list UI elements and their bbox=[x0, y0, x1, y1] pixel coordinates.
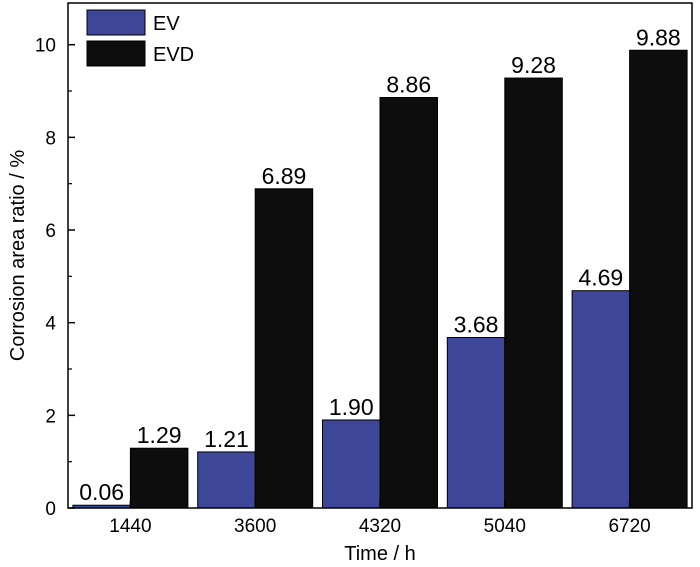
y-tick-label-10: 10 bbox=[35, 36, 56, 57]
x-tick-label-4320: 4320 bbox=[359, 516, 401, 537]
data-labels-layer: 0.06 1.29 1.21 6.89 1.90 8.86 3.68 9.28 4.69 9.88 bbox=[79, 24, 680, 505]
legend-label-evd: EVD bbox=[153, 44, 194, 66]
legend-label-ev: EV bbox=[153, 13, 180, 35]
legend: EV EVD bbox=[86, 9, 194, 67]
bar-evd-4320 bbox=[379, 97, 438, 509]
x-axis: 1440 3600 4320 5040 6720 bbox=[109, 501, 651, 537]
x-tick-label-6720: 6720 bbox=[608, 516, 650, 537]
x-tick-label-5040: 5040 bbox=[484, 516, 526, 537]
bar-evd-3600 bbox=[254, 188, 314, 509]
data-label-ev-1440: 0.06 bbox=[79, 479, 124, 505]
bar-evd-6720 bbox=[629, 49, 688, 509]
bar-evd-5040 bbox=[504, 77, 563, 509]
y-tick-label-6: 6 bbox=[45, 221, 56, 242]
bar-ev-4320 bbox=[322, 419, 381, 509]
y-axis-title: Corrosion area ratio / % bbox=[7, 150, 29, 361]
bar-ev-3600 bbox=[197, 451, 256, 509]
x-tick-label-3600: 3600 bbox=[234, 516, 276, 537]
x-axis-title: Time / h bbox=[344, 543, 416, 565]
legend-swatch-ev bbox=[86, 9, 146, 36]
data-label-ev-6720: 4.69 bbox=[578, 265, 623, 291]
bar-ev-5040 bbox=[446, 337, 506, 509]
data-label-evd-3600: 6.89 bbox=[262, 163, 307, 189]
y-tick-label-2: 2 bbox=[45, 406, 56, 427]
y-tick-label-0: 0 bbox=[45, 499, 56, 520]
y-tick-label-4: 4 bbox=[45, 314, 56, 335]
data-label-evd-4320: 8.86 bbox=[386, 72, 431, 98]
legend-swatch-evd bbox=[86, 40, 146, 67]
y-tick-label-8: 8 bbox=[45, 128, 56, 149]
x-tick-label-1440: 1440 bbox=[109, 516, 151, 537]
y-axis: 0 2 4 6 8 10 bbox=[35, 36, 75, 520]
data-label-ev-4320: 1.90 bbox=[329, 394, 374, 420]
bar-evd-1440 bbox=[129, 447, 189, 509]
bar-ev-6720 bbox=[571, 290, 631, 509]
data-label-evd-5040: 9.28 bbox=[511, 52, 556, 78]
data-label-evd-1440: 1.29 bbox=[137, 422, 182, 448]
data-label-ev-3600: 1.21 bbox=[204, 426, 249, 452]
bars-layer bbox=[72, 49, 688, 509]
data-label-evd-6720: 9.88 bbox=[636, 24, 681, 50]
data-label-ev-5040: 3.68 bbox=[454, 312, 499, 338]
